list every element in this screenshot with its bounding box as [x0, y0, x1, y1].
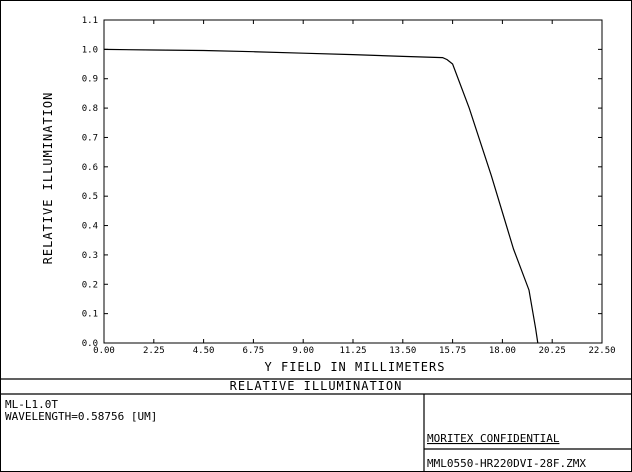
x-axis-title: Y FIELD IN MILLIMETERS — [265, 360, 446, 374]
wavelength-label: WAVELENGTH=0.58756 [UM] — [5, 410, 157, 423]
y-tick-label: 0.6 — [82, 163, 98, 173]
x-tick-label: 22.50 — [588, 346, 615, 356]
illumination-curve — [103, 48, 539, 344]
x-tick-label: 20.25 — [539, 346, 566, 356]
footer-title: RELATIVE ILLUMINATION — [230, 379, 403, 393]
x-tick-label: 4.50 — [193, 346, 215, 356]
y-tick-label: 0.2 — [82, 280, 98, 290]
y-tick-label: 0.5 — [82, 192, 98, 202]
lens-name: ML-L1.0T — [5, 398, 58, 411]
y-tick-label: 1.1 — [82, 16, 98, 26]
y-tick-label: 0.0 — [82, 339, 98, 349]
x-tick-label: 11.25 — [339, 346, 366, 356]
x-tick-label: 13.50 — [389, 346, 416, 356]
x-tick-label: 18.00 — [489, 346, 516, 356]
y-tick-label: 1.0 — [82, 45, 98, 55]
x-tick-label: 15.75 — [439, 346, 466, 356]
plot-border — [103, 19, 603, 344]
plot-area: 0.00 2.25 4.50 6.75 9.00 11.25 13.50 15.75 18.00… — [82, 16, 616, 356]
confidential-label: MORITEX CONFIDENTIAL — [427, 432, 560, 445]
x-tick-label: 6.75 — [243, 346, 265, 356]
x-tick-label: 2.25 — [143, 346, 165, 356]
y-axis-title: RELATIVE ILLUMINATION — [41, 92, 55, 265]
x-tick-label: 9.00 — [292, 346, 314, 356]
y-tick-label: 0.8 — [82, 104, 98, 114]
y-tick-label: 0.3 — [82, 251, 98, 261]
y-tick-label: 0.7 — [82, 133, 98, 143]
y-tick-label: 0.4 — [82, 222, 98, 232]
y-tick-label: 0.1 — [82, 310, 98, 320]
file-name-label: MML0550-HR220DVI-28F.ZMX — [427, 457, 586, 470]
x-tick-label: 0.00 — [93, 346, 115, 356]
y-tick-label: 0.9 — [82, 75, 98, 85]
